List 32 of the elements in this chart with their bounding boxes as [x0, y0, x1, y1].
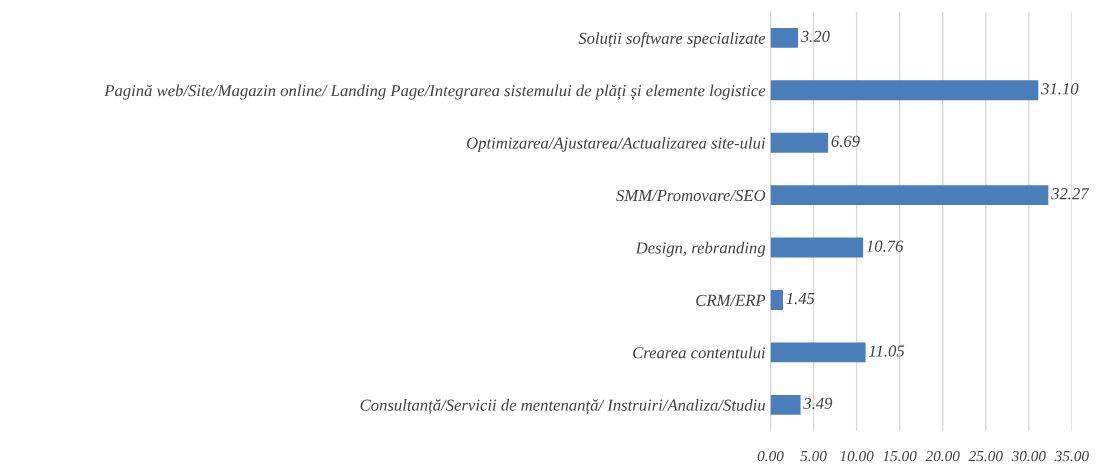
- data-label: 10.76: [866, 240, 904, 252]
- y-tick-label: Soluții software specializate: [578, 32, 766, 48]
- data-label: 3.20: [800, 30, 830, 43]
- data-label: 11.05: [869, 345, 905, 357]
- bar: [770, 80, 1039, 101]
- bar: [770, 27, 799, 48]
- y-tick-label: Design, rebranding: [635, 241, 766, 257]
- y-tick-label: Crearea contentului: [633, 346, 766, 359]
- x-tick-label: 0.00: [757, 450, 784, 462]
- bar: [770, 185, 1049, 206]
- x-tick-label: 30.00: [1011, 450, 1046, 462]
- data-label: 32.27: [1051, 188, 1090, 200]
- x-tick-label: 20.00: [925, 450, 960, 462]
- data-label: 1.45: [786, 292, 815, 305]
- y-tick-label: Optimizarea/Ajustarea/Actualizarea site-ului: [466, 136, 766, 153]
- data-label: 3.49: [803, 397, 833, 410]
- x-tick-label: 5.00: [800, 450, 827, 462]
- x-tick-label: 25.00: [968, 450, 1003, 462]
- bar: [770, 342, 866, 363]
- x-tick-label: 10.00: [839, 450, 874, 462]
- y-tick-label: Consultanță/Servicii de mentenanță/ Instruiri/Analiza/Studiu: [360, 399, 766, 415]
- data-label: 31.10: [1041, 83, 1079, 95]
- y-tick-label: Pagină web/Site/Magazin online/ Landing Page/Integrarea sistemului de plăți și elemente logistice: [104, 84, 766, 100]
- x-tick-label: 15.00: [883, 450, 917, 462]
- bar: [770, 394, 801, 415]
- y-tick-label: SMM/Promovare/SEO: [616, 189, 766, 202]
- x-tick-label: 35.00: [1054, 450, 1089, 462]
- bar: [770, 132, 829, 153]
- bar: [770, 237, 864, 258]
- bar: [770, 290, 783, 310]
- data-label: 6.69: [831, 135, 860, 147]
- y-tick-label: CRM/ERP: [696, 294, 766, 306]
